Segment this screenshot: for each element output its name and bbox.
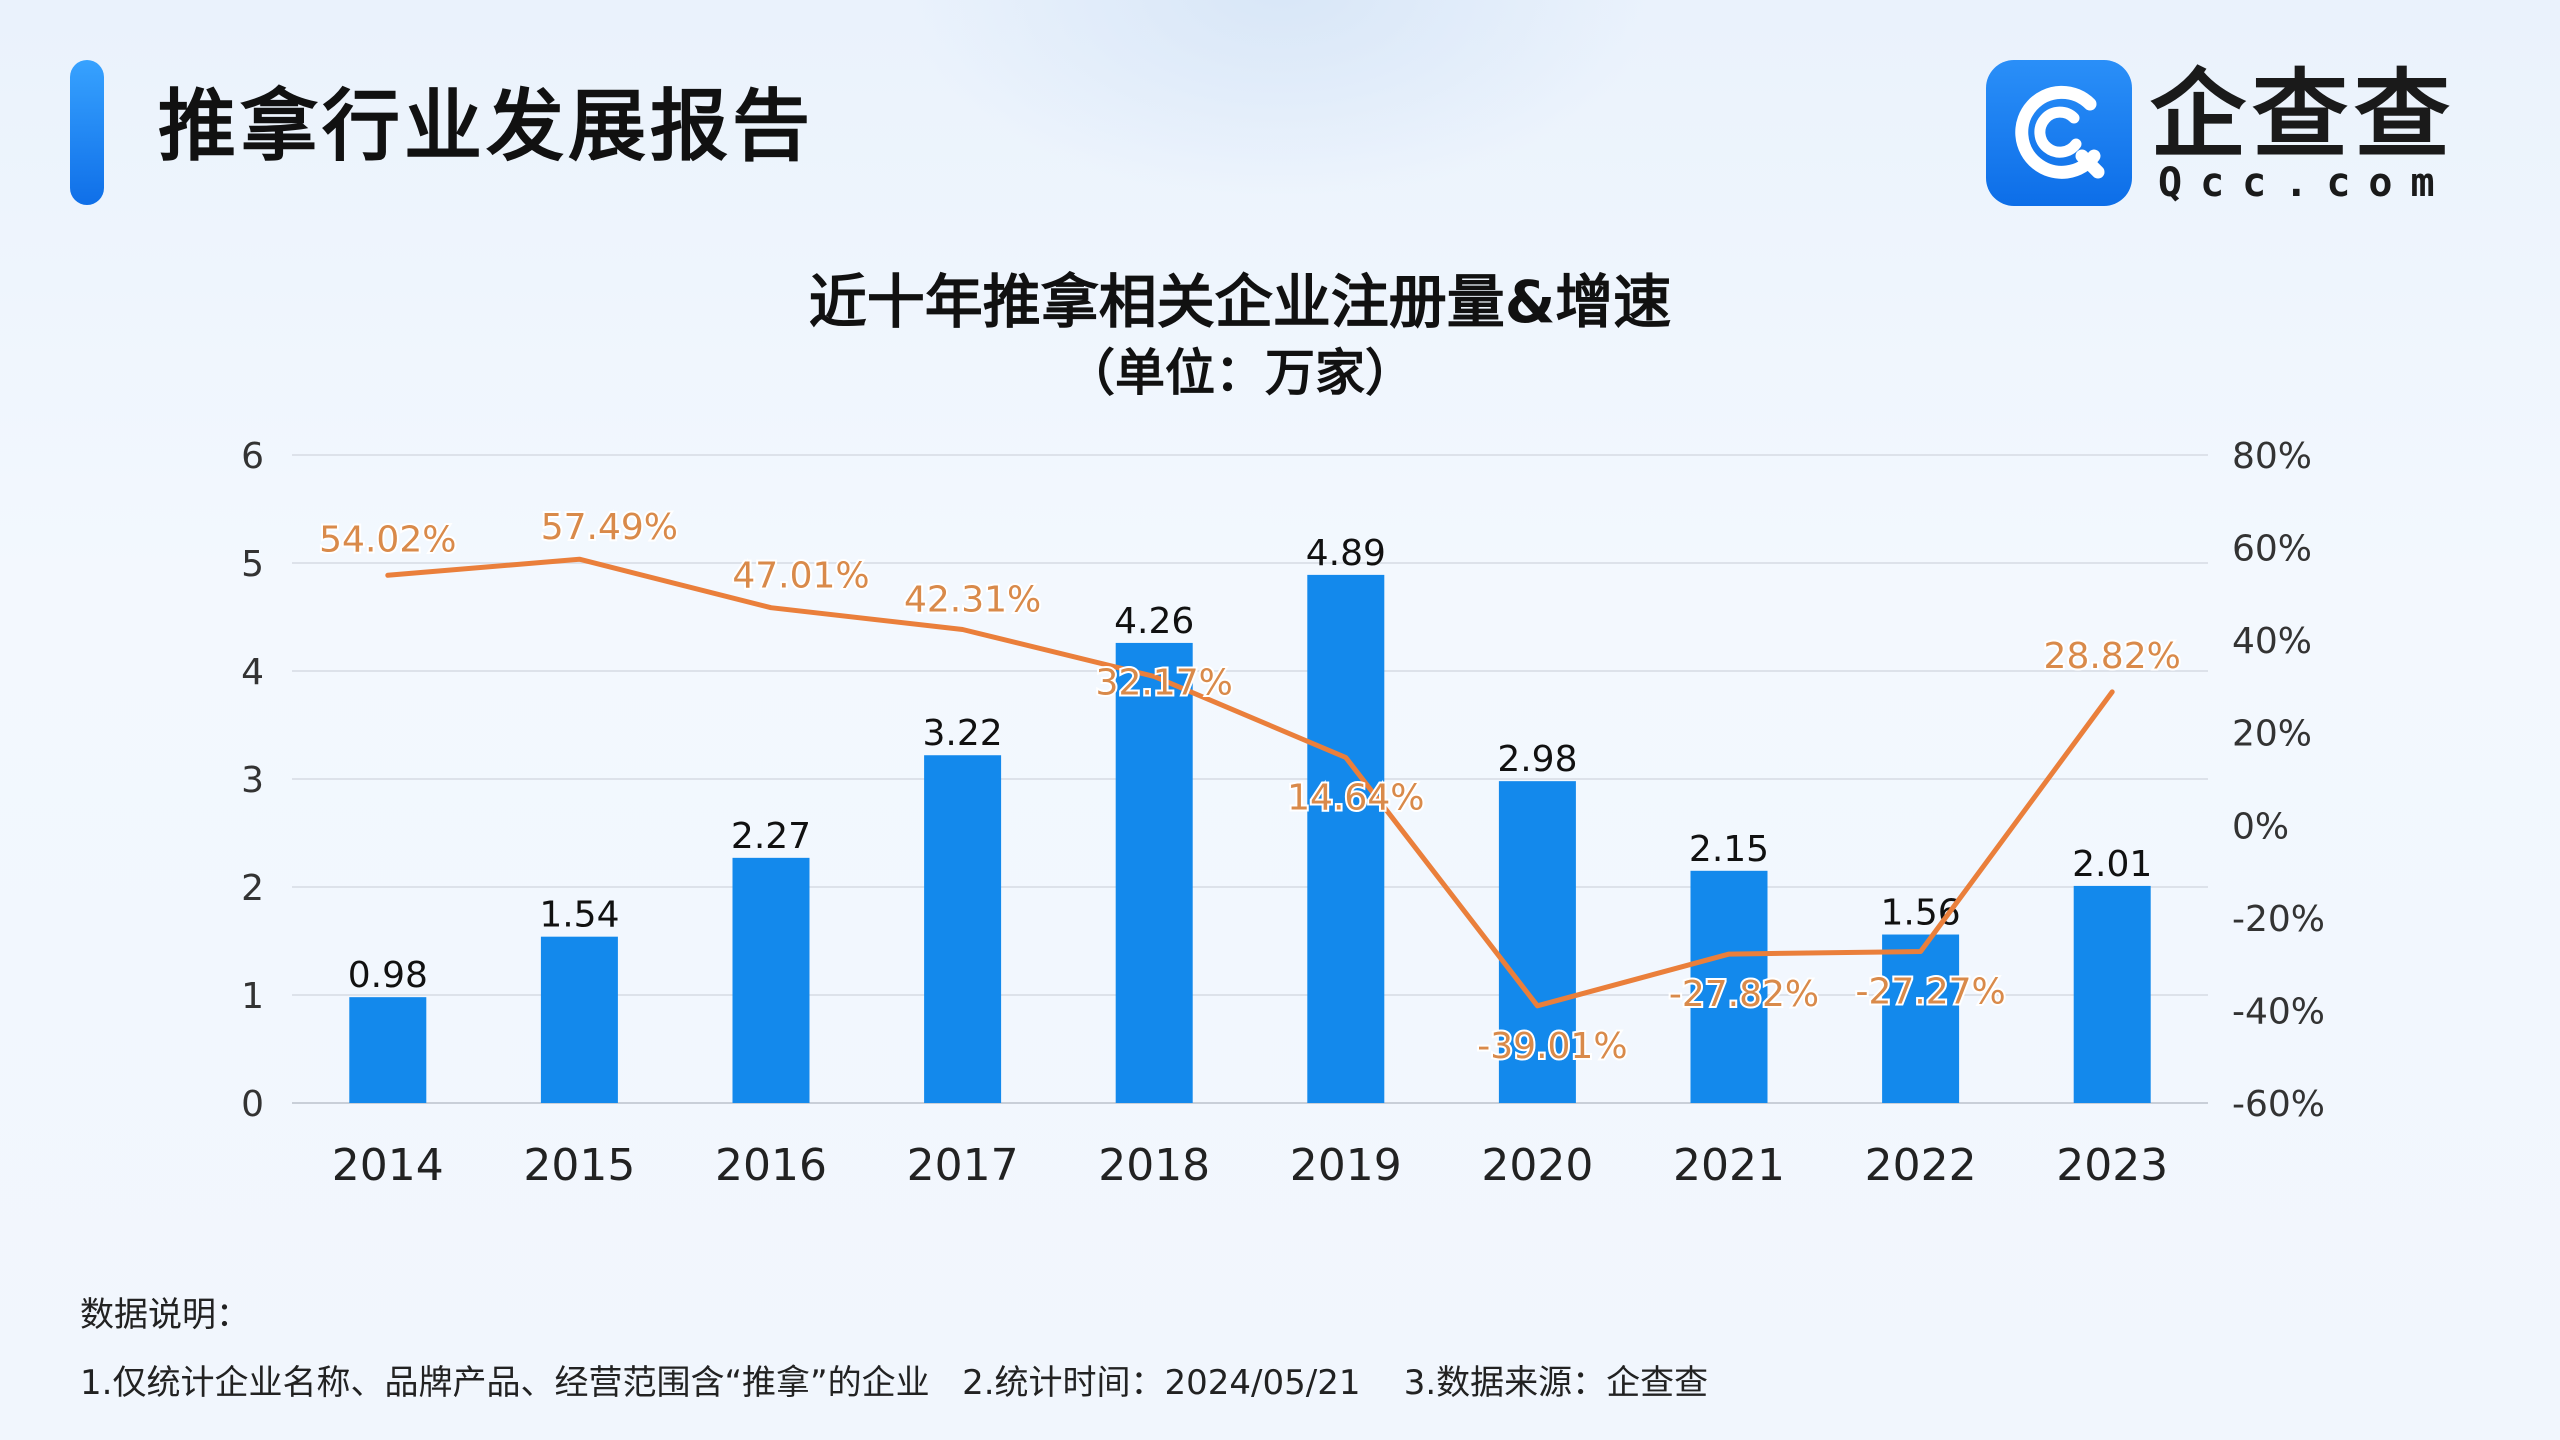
- growth-label: 47.01%: [732, 556, 869, 597]
- y-left-tick-label: 6: [241, 436, 264, 477]
- growth-label: 42.31%: [904, 579, 1041, 620]
- growth-label: 57.49%: [541, 507, 678, 548]
- y-right-tick-label: 60%: [2232, 529, 2312, 570]
- growth-label: 54.02%: [319, 519, 456, 560]
- growth-line: [385, 556, 2115, 1009]
- y-left-tick-label: 0: [241, 1084, 264, 1125]
- bar: [1115, 642, 1193, 1103]
- x-tick-label: 2017: [907, 1140, 1019, 1191]
- bar-value-label: 4.26: [1114, 601, 1194, 642]
- growth-label: 32.17%: [1096, 662, 1233, 703]
- bar: [924, 755, 1002, 1103]
- growth-label: -39.01%: [1477, 1026, 1627, 1067]
- growth-label: -27.82%: [1669, 974, 1819, 1015]
- y-right-tick-label: 20%: [2232, 714, 2312, 755]
- x-tick-label: 2015: [523, 1140, 635, 1191]
- x-tick-label: 2021: [1673, 1140, 1785, 1191]
- bar: [1307, 574, 1385, 1103]
- y-right-tick-label: -60%: [2232, 1084, 2325, 1125]
- x-tick-label: 2016: [715, 1140, 827, 1191]
- bar-value-label: 0.98: [348, 955, 428, 996]
- x-tick-label: 2022: [1865, 1140, 1977, 1191]
- qcc-logo-mark: [2015, 85, 2105, 179]
- x-tick-label: 2020: [1481, 1140, 1593, 1191]
- growth-label: 28.82%: [2044, 636, 2181, 677]
- bar-value-label: 3.22: [923, 713, 1003, 754]
- qcc-logo-icon: [1986, 60, 2132, 206]
- bar-value-label: 2.01: [2072, 844, 2152, 885]
- bar-value-label: 4.89: [1306, 533, 1386, 574]
- x-tick-label: 2019: [1290, 1140, 1402, 1191]
- y-right-tick-label: 80%: [2232, 436, 2312, 477]
- bar-value-label: 2.98: [1497, 739, 1577, 780]
- bar-value-label: 2.27: [731, 816, 811, 857]
- x-tick-label: 2023: [2056, 1140, 2168, 1191]
- y-left-tick-label: 4: [241, 652, 264, 693]
- growth-label: 14.64%: [1287, 778, 1424, 819]
- chart-subtitle: （单位：万家）: [1065, 344, 1415, 402]
- y-right-tick-label: -40%: [2232, 991, 2325, 1032]
- bar: [1690, 870, 1768, 1103]
- notes-text: 1.仅统计企业名称、品牌产品、经营范围含“推拿”的企业 2.统计时间：2024/…: [80, 1363, 1709, 1403]
- growth-label: -27.27%: [1855, 972, 2005, 1013]
- bar: [1882, 934, 1960, 1103]
- bar: [1498, 781, 1576, 1103]
- logo-domain: Qcc.com: [2158, 160, 2453, 206]
- bar: [732, 857, 810, 1103]
- y-right-tick-label: 40%: [2232, 621, 2312, 662]
- bar: [2073, 885, 2151, 1103]
- y-left-tick-label: 1: [241, 976, 264, 1017]
- bar: [540, 936, 618, 1103]
- y-left-tick-label: 3: [241, 760, 264, 801]
- x-tick-label: 2018: [1098, 1140, 1210, 1191]
- bar: [349, 997, 427, 1103]
- y-left-tick-label: 5: [241, 544, 264, 585]
- notes-heading: 数据说明：: [80, 1295, 250, 1335]
- y-left-tick-label: 2: [241, 868, 264, 909]
- y-right-tick-label: 0%: [2232, 806, 2289, 847]
- title-accent-bar: [70, 60, 104, 205]
- logo-name: 企查查: [2150, 59, 2456, 171]
- bar-value-label: 1.54: [539, 895, 619, 936]
- y-right-tick-label: -20%: [2232, 899, 2325, 940]
- page-title: 推拿行业发展报告: [158, 82, 815, 172]
- bar-value-label: 2.15: [1689, 829, 1769, 870]
- x-tick-label: 2014: [332, 1140, 444, 1191]
- chart-title: 近十年推拿相关企业注册量&增速: [808, 268, 1672, 336]
